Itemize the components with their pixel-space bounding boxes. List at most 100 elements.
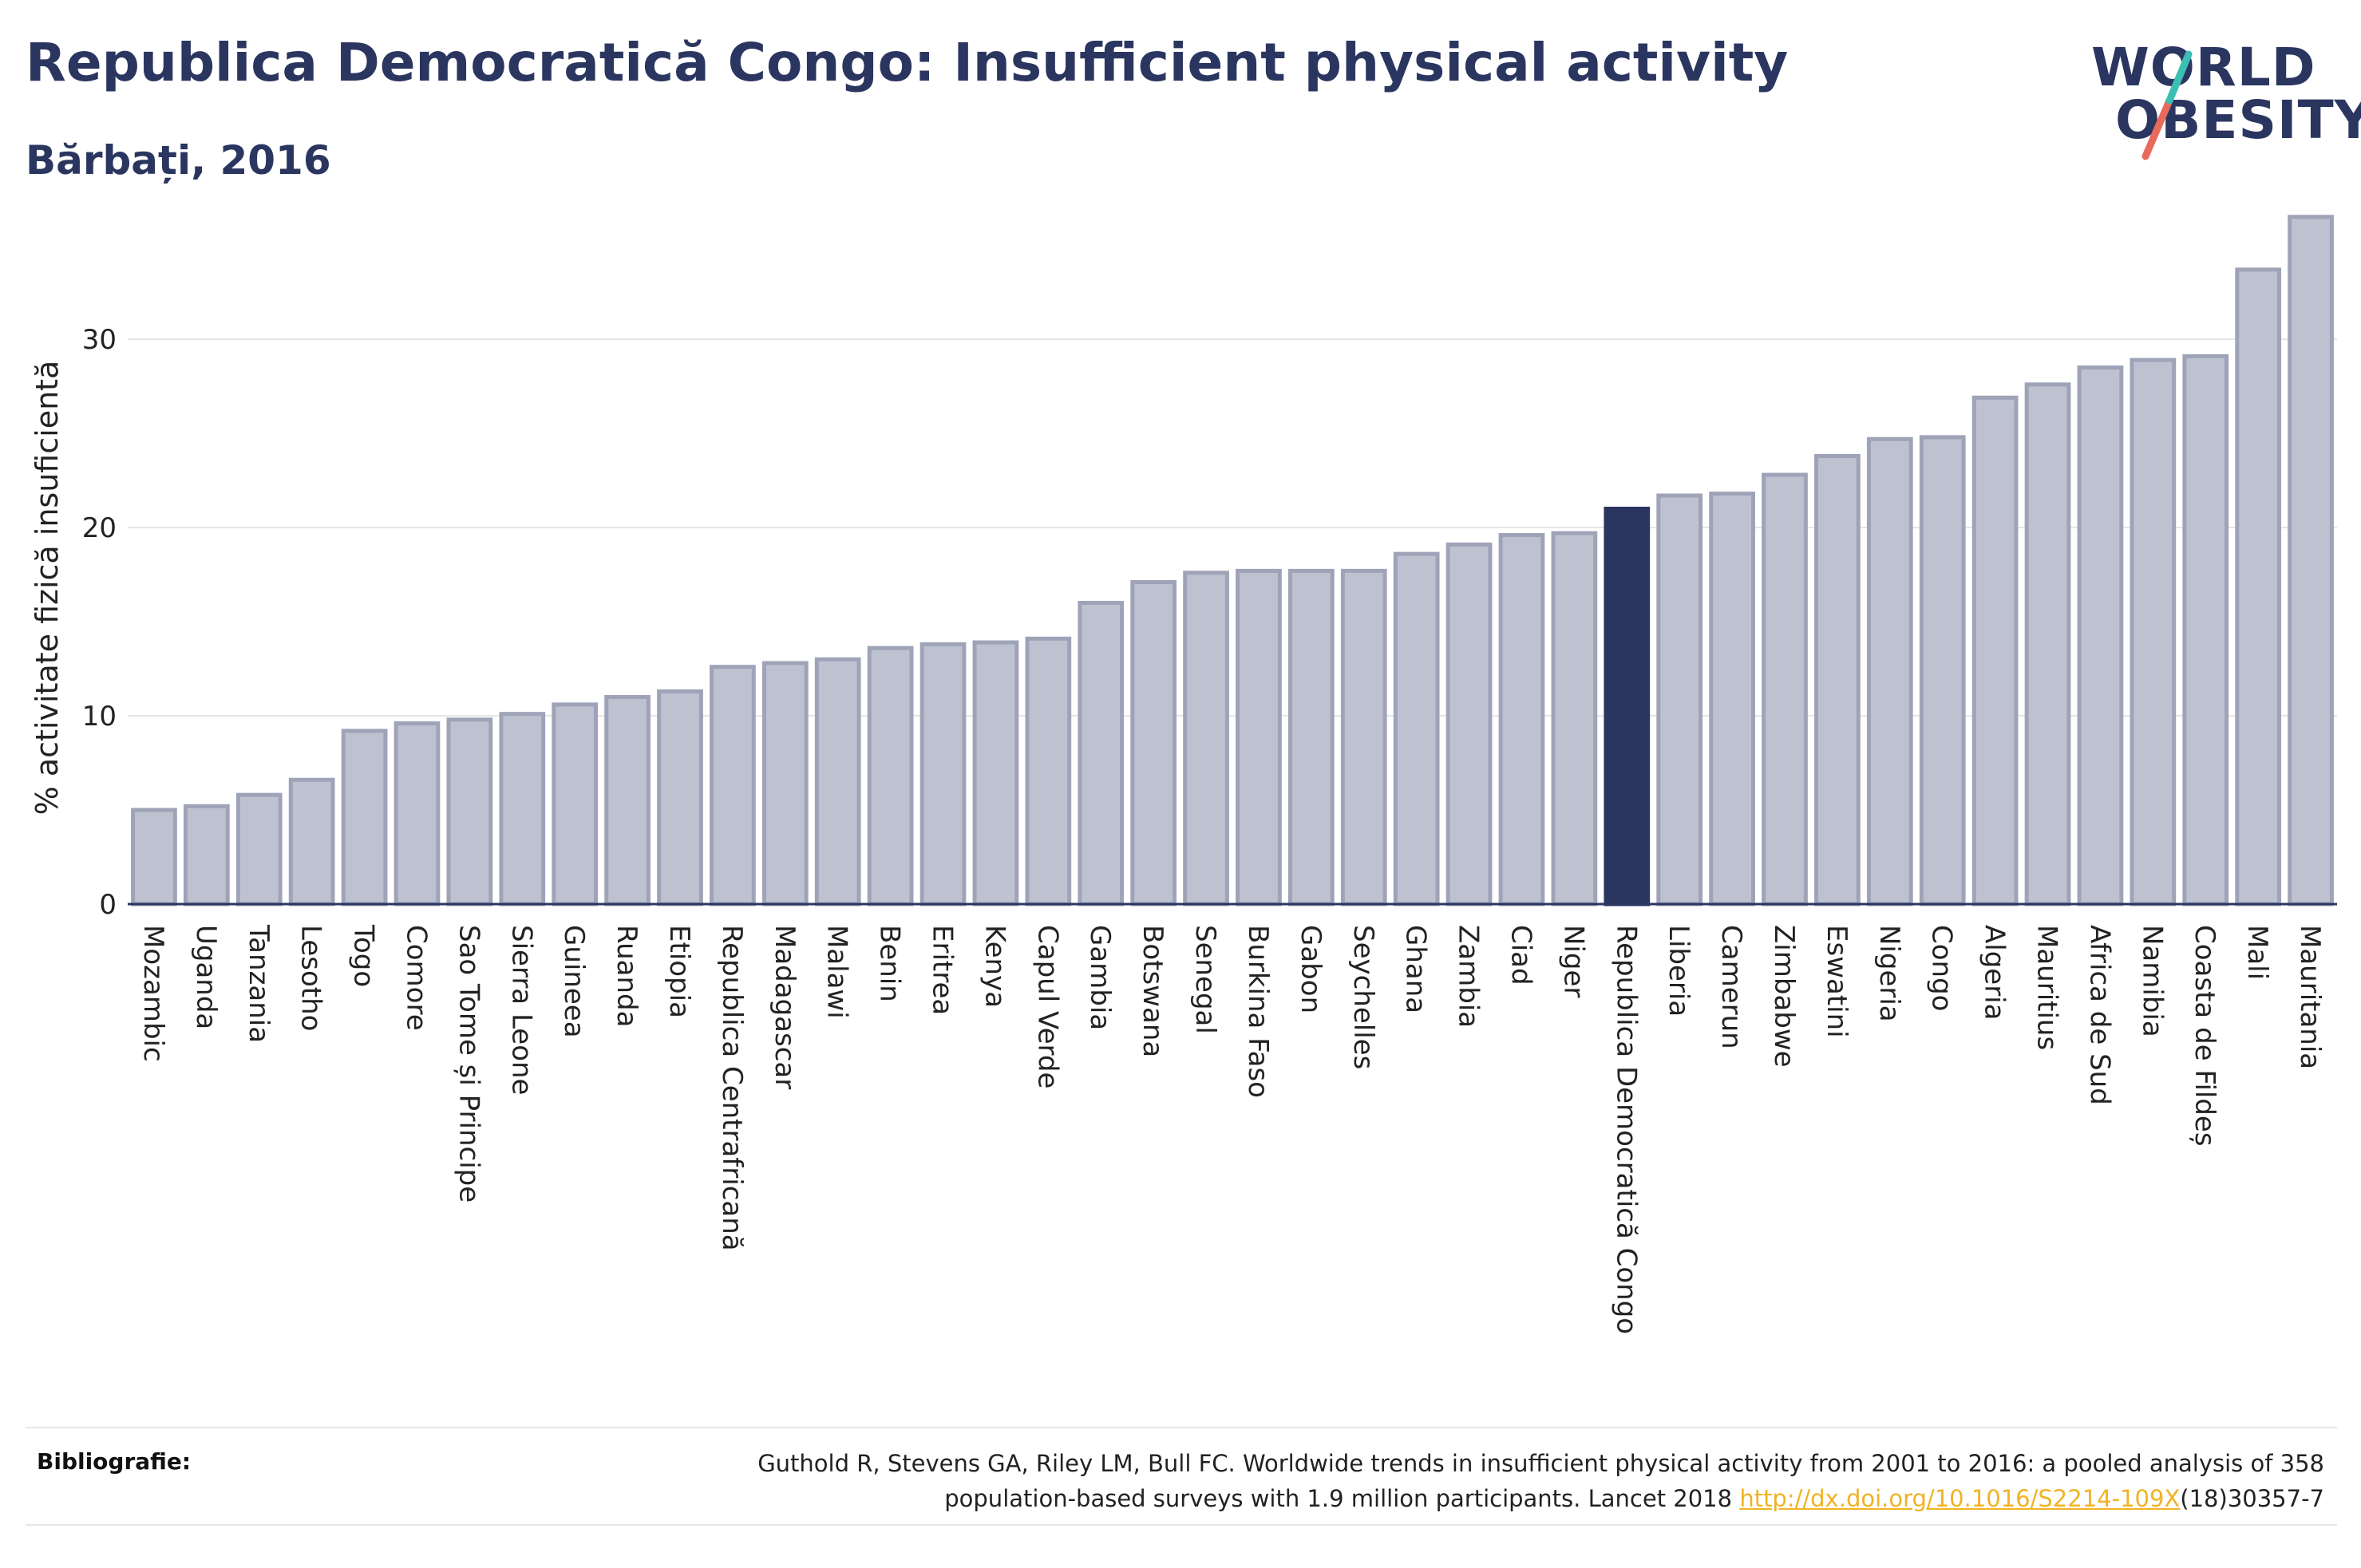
x-tick-label: Congo: [1926, 925, 1958, 1011]
x-tick-label: Republica Centrafricană: [716, 925, 748, 1251]
x-tick-label: Malawi: [821, 925, 853, 1019]
bar: [761, 661, 809, 906]
bar-chart: 0 10 20 30 % activitate fizică insuficientă M…: [30, 215, 2337, 1334]
x-tick-label: Benin: [874, 925, 906, 1002]
x-tick-label: Ciad: [1505, 925, 1536, 985]
bibliography-line-1: Guthold R, Stevens GA, Riley LM, Bull FC…: [757, 1450, 2324, 1477]
bar: [235, 792, 283, 906]
bar: [1866, 436, 1913, 906]
bar: [2182, 353, 2229, 906]
bar: [867, 646, 914, 906]
bar: [1078, 600, 1125, 906]
bar: [552, 702, 599, 906]
x-tick-label: Nigeria: [1873, 925, 1905, 1022]
x-tick-label: Capul Verde: [1031, 925, 1063, 1088]
x-tick-label: Togo: [348, 924, 380, 987]
x-tick-label: Sierra Leone: [505, 925, 537, 1095]
footer-divider-bottom: [26, 1524, 2337, 1526]
bibliography-line-2-prefix: population-based surveys with 1.9 millio…: [944, 1485, 1740, 1512]
bar: [1236, 568, 1282, 906]
bar: [2130, 357, 2177, 906]
bar-highlighted: [1604, 507, 1651, 906]
x-tick-label: Ruanda: [611, 925, 643, 1027]
bar: [2235, 267, 2282, 906]
bar: [1656, 493, 1703, 906]
bar: [1287, 568, 1335, 906]
bibliography-line-2-suffix: (18)30357-7: [2180, 1485, 2324, 1512]
x-tick-label: Burkina Faso: [1242, 925, 1274, 1098]
x-tick-label: Kenya: [979, 925, 1010, 1008]
bar: [1814, 453, 1861, 906]
bar: [1551, 531, 1598, 906]
bar: [1498, 533, 1545, 906]
bibliography-label: Bibliografie:: [37, 1448, 192, 1475]
bar: [183, 804, 230, 906]
x-tick-label: Gambia: [1084, 925, 1116, 1030]
y-tick-label: 10: [82, 701, 117, 733]
x-tick-label: Gabon: [1295, 925, 1327, 1013]
footer-divider-top: [26, 1427, 2337, 1428]
x-tick-label: Uganda: [190, 925, 222, 1029]
bar: [2077, 365, 2124, 906]
x-tick-label: Guineea: [558, 925, 590, 1038]
bar: [1919, 435, 1966, 906]
y-axis-label: % activitate fizică insuficientă: [30, 361, 65, 816]
x-tick-label: Liberia: [1663, 925, 1695, 1017]
bar: [446, 717, 493, 906]
x-tick-label: Zambia: [1453, 925, 1485, 1028]
bar: [1025, 636, 1072, 906]
bar: [1393, 551, 1440, 906]
bar: [710, 665, 756, 906]
bibliography-line-2: population-based surveys with 1.9 millio…: [488, 1481, 2324, 1516]
y-tick-label: 30: [82, 324, 117, 356]
x-tick-label: Africa de Sud: [2083, 925, 2115, 1105]
x-tick-label: Mauritania: [2294, 925, 2326, 1069]
x-tick-label: Senegal: [1189, 925, 1221, 1034]
bar: [2024, 382, 2071, 906]
bar: [1762, 472, 1808, 906]
x-tick-label: Lesotho: [295, 925, 327, 1031]
x-tick-label: Mozambic: [137, 925, 169, 1062]
world-obesity-logo: WORLD OBESITY: [2075, 37, 2361, 172]
bar: [394, 721, 441, 906]
x-tick-label: Seychelles: [1347, 925, 1379, 1069]
bar: [131, 808, 177, 906]
x-tick-label: Comore: [400, 925, 432, 1031]
bar: [341, 729, 388, 906]
bar: [604, 694, 651, 906]
doi-link[interactable]: http://dx.doi.org/10.1016/S2214-109X: [1739, 1485, 2181, 1512]
bar: [1445, 542, 1493, 906]
x-tick-label: Namibia: [2136, 925, 2168, 1037]
bar: [1340, 568, 1387, 906]
bar: [288, 777, 335, 906]
bar: [1130, 580, 1177, 906]
x-tick-label: Madagascar: [769, 925, 801, 1089]
page-title: Republica Democratică Congo: Insufficien…: [26, 32, 1789, 93]
bar: [2288, 215, 2334, 906]
bar: [1183, 571, 1229, 906]
x-tick-label: Coasta de Fildeș: [2189, 925, 2221, 1147]
bar: [657, 689, 703, 906]
x-tick-label: Mauritius: [2031, 925, 2063, 1050]
bibliography-text: Guthold R, Stevens GA, Riley LM, Bull FC…: [488, 1446, 2324, 1516]
logo-slash-icon: [2142, 50, 2193, 160]
x-tick-label: Republica Democratică Congo: [1610, 925, 1642, 1334]
x-tick-label: Niger: [1557, 925, 1589, 997]
x-tick-label: Ghana: [1400, 925, 1432, 1013]
y-tick-label: 0: [99, 889, 117, 921]
x-tick-label: Zimbabwe: [1768, 925, 1800, 1068]
bar: [919, 642, 967, 906]
bar: [1971, 395, 2019, 906]
bar: [499, 712, 546, 906]
bar: [1709, 492, 1755, 906]
x-tick-label: Sao Tome și Principe: [453, 925, 484, 1203]
x-tick-label: Mali: [2241, 925, 2273, 980]
bar: [972, 640, 1019, 906]
y-tick-label: 20: [82, 512, 117, 544]
x-tick-label: Etiopia: [663, 925, 695, 1018]
bar: [814, 657, 861, 906]
logo-line-1: WORLD: [2091, 37, 2316, 98]
x-tick-label: Eswatini: [1821, 925, 1853, 1038]
page-subtitle: Bărbați, 2016: [26, 137, 331, 184]
x-tick-label: Algeria: [1979, 925, 2011, 1020]
